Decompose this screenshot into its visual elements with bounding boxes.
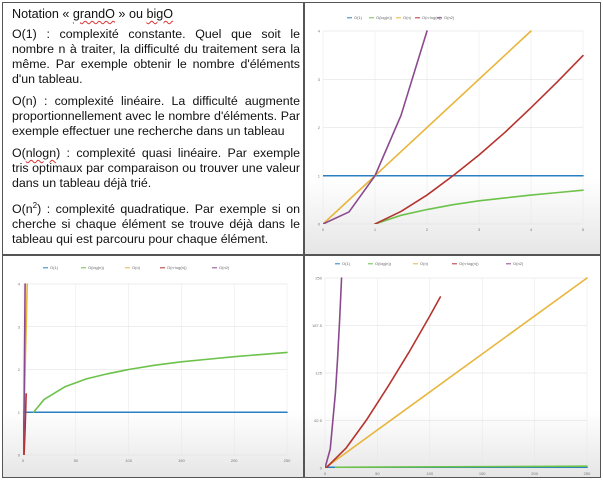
x-tick-label: 250	[284, 458, 291, 463]
y-tick-label: 187.5	[312, 323, 323, 328]
x-tick-label: 5	[582, 227, 585, 232]
x-tick-label: 250	[584, 471, 591, 476]
legend-entry: O(1)	[50, 265, 59, 270]
on2-text: : complexité quadratique. Par exemple si…	[12, 202, 300, 247]
on2-pre: O(n	[12, 202, 33, 217]
x-tick-label: 50	[74, 458, 79, 463]
complexity-chart-large: 0 62.5 125 187.5 250 0 50 100 150 200 250 O(1) O(log…	[305, 256, 600, 477]
y-tick-label: 125	[315, 371, 322, 376]
y-tick-label: 250	[315, 276, 322, 281]
legend-entry: O(log(n))	[375, 261, 392, 266]
y-tick-label: 62.5	[314, 418, 323, 423]
x-tick-label: 100	[426, 471, 433, 476]
legend-entry: O(n2)	[219, 265, 230, 270]
title-mid: » ou	[114, 7, 147, 21]
on2-post: )	[37, 202, 42, 217]
x-tick-label: 4	[530, 227, 533, 232]
x-tick-label: 0	[22, 458, 25, 463]
series-group	[23, 283, 288, 455]
series-line	[323, 30, 532, 224]
x-tick-label: 2	[426, 227, 429, 232]
y-tick-label: 4	[318, 29, 321, 34]
legend-entry: O(n·log(n))	[167, 265, 187, 270]
chart-cell-3: 0 62.5 125 187.5 250 0 50 100 150 200 250 O(1) O(log…	[304, 255, 601, 478]
onlogn-pre: O(	[12, 146, 26, 160]
on-label: O(n)	[12, 94, 37, 108]
title-prefix: Notation «	[12, 7, 73, 21]
series-line	[323, 30, 428, 224]
y-tick-label: 2	[318, 125, 321, 130]
title-bigo: bigO	[146, 7, 174, 21]
series-line	[325, 277, 343, 468]
notation-title: Notation « grandO » ou bigO	[12, 7, 300, 22]
legend-entry: O(log(n))	[88, 265, 105, 270]
title-grando: grandO	[72, 7, 115, 21]
x-tick-label: 1	[374, 227, 377, 232]
series-line	[325, 296, 442, 468]
x-tick-label: 150	[479, 471, 486, 476]
y-tick-label: 1	[18, 410, 21, 415]
chart-background	[305, 3, 600, 254]
x-tick-label: 50	[375, 471, 380, 476]
x-tick-label: 0	[322, 227, 325, 232]
series-line	[32, 351, 288, 414]
y-tick-label: 0	[320, 466, 323, 471]
y-tick-label: 4	[18, 282, 21, 287]
o1-text: : complexité constante. Quel que soit le…	[12, 27, 300, 86]
legend-entry: O(n·log(n))	[459, 261, 479, 266]
legend-entry: O(n)	[132, 265, 141, 270]
series-group	[325, 277, 588, 468]
on-text: : complexité linéaire. La difficulté aug…	[12, 94, 300, 138]
paragraph-o1: O(1) : complexité constante. Quel que so…	[12, 27, 300, 87]
chart-cell-2: 0 1 2 3 4 0 50 100 150 200 250 O(1) O(log(n)) O(n) O(n…	[2, 255, 304, 478]
chart-background	[305, 256, 600, 477]
series-line	[334, 465, 588, 468]
y-tick-label: 2	[18, 367, 21, 372]
x-tick-label: 3	[478, 227, 481, 232]
x-tick-label: 200	[231, 458, 238, 463]
notation-text: Notation « grandO » ou bigO O(1) : compl…	[12, 7, 300, 254]
legend-entry: O(n2)	[513, 261, 524, 266]
series-group	[323, 30, 584, 224]
series-line	[374, 189, 584, 224]
o1-label: O(1)	[12, 27, 37, 41]
paragraph-onlogn: O(nlogn) : complexité quasi linéaire. Pa…	[12, 146, 300, 191]
legend-entry: O(n·log(n))	[422, 15, 442, 20]
legend-entry: O(n)	[420, 261, 429, 266]
series-line	[325, 277, 588, 468]
legend-entry: O(log(n))	[376, 15, 393, 20]
legend-entry: O(1)	[342, 261, 351, 266]
x-tick-label: 200	[531, 471, 538, 476]
x-tick-label: 100	[125, 458, 132, 463]
series-line	[23, 283, 26, 455]
y-tick-label: 1	[318, 173, 321, 178]
x-tick-label: 0	[324, 471, 327, 476]
series-line	[374, 54, 584, 224]
legend-entry: O(n2)	[444, 15, 455, 20]
chart-background	[3, 256, 303, 477]
y-tick-label: 0	[318, 222, 321, 227]
paragraph-on2: O(n2) : complexité quadratique. Par exem…	[12, 198, 300, 247]
y-tick-label: 3	[18, 324, 21, 329]
series-line	[23, 393, 27, 455]
chart-cell-1: 0 1 2 3 4 0 1 2 3 4 5 O(1) O(log(n)) O(n) O(n·log(n)) O…	[304, 2, 601, 255]
x-tick-label: 150	[178, 458, 185, 463]
legend-entry: O(n)	[403, 15, 412, 20]
onlogn-label: nlogn	[25, 146, 57, 160]
text-cell: Notation « grandO » ou bigO O(1) : compl…	[2, 2, 304, 255]
onlogn-text: : complexité quasi linéaire. Par exemple…	[12, 146, 300, 190]
complexity-chart-small: 0 1 2 3 4 0 1 2 3 4 5 O(1) O(log(n)) O(n) O(n·log(n)) O…	[305, 3, 600, 254]
onlogn-post: )	[56, 146, 61, 160]
y-tick-label: 0	[18, 453, 21, 458]
y-tick-label: 3	[318, 77, 321, 82]
complexity-chart-zoom: 0 1 2 3 4 0 50 100 150 200 250 O(1) O(log(n)) O(n) O(n…	[3, 256, 303, 477]
legend-entry: O(1)	[354, 15, 363, 20]
on2-sup: 2	[32, 201, 38, 210]
paragraph-on: O(n) : complexité linéaire. La difficult…	[12, 94, 300, 139]
